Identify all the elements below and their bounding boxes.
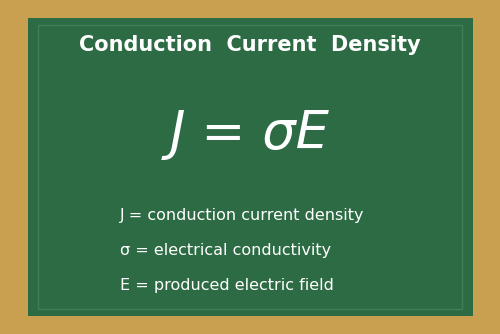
Text: E = produced electric field: E = produced electric field — [120, 278, 334, 293]
Text: J = σE: J = σE — [170, 108, 330, 160]
Text: J = conduction current density: J = conduction current density — [120, 208, 364, 223]
FancyBboxPatch shape — [28, 18, 472, 316]
Text: Conduction  Current  Density: Conduction Current Density — [79, 35, 421, 55]
Text: σ = electrical conductivity: σ = electrical conductivity — [120, 243, 331, 258]
